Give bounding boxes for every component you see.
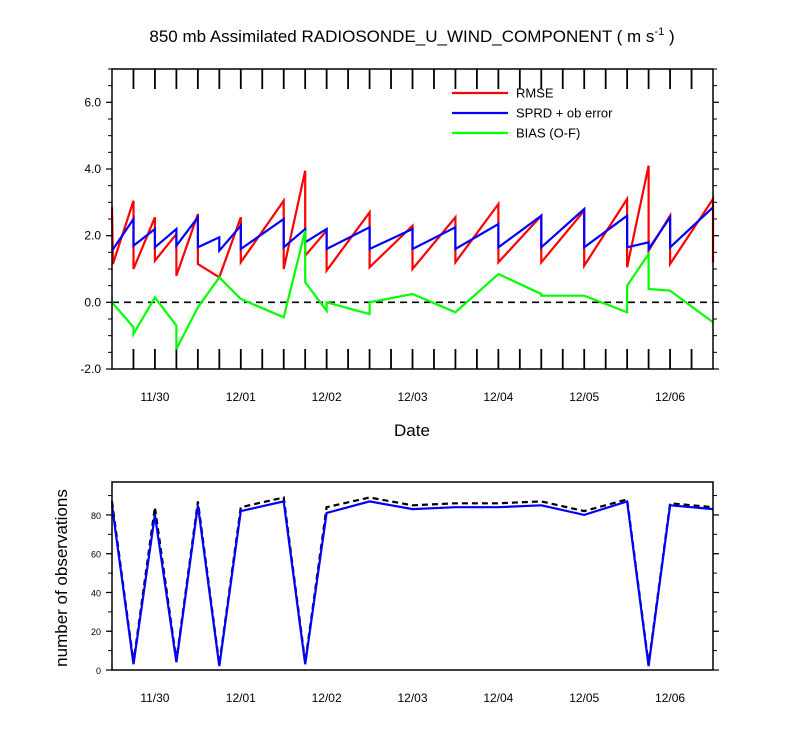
plot-frame xyxy=(111,481,714,671)
series-possible-observations xyxy=(110,496,714,665)
y-tick-label: 20 xyxy=(91,627,101,637)
x-tick-label: 12/05 xyxy=(569,390,599,404)
bottom-plot: 0 20 40 60 80 11/30 12/01 12/02 12/03 12/04 12/05 1… xyxy=(91,481,719,705)
series-bias-o-f xyxy=(111,230,714,350)
y-tick-label: 60 xyxy=(91,550,101,560)
x-tick-label: 12/06 xyxy=(655,691,685,705)
x-tick-label: 12/01 xyxy=(226,390,256,404)
x-tick-label: 11/30 xyxy=(140,390,169,404)
y-tick-label: 0.0 xyxy=(84,295,101,309)
x-tick-label: 12/03 xyxy=(397,390,427,404)
y-tick-label: 6.0 xyxy=(84,95,101,109)
y-tick-label: -2.0 xyxy=(80,362,101,376)
y-tick-label: 40 xyxy=(91,588,101,598)
y-tick-label: 2.0 xyxy=(84,229,101,243)
x-tick-label: 11/30 xyxy=(140,691,169,705)
x-tick-label: 12/04 xyxy=(483,691,513,705)
x-tick-label: 12/02 xyxy=(312,390,342,404)
x-tick-label: 12/04 xyxy=(483,390,513,404)
series-rmse xyxy=(110,165,715,279)
x-tick-label: 12/03 xyxy=(397,691,427,705)
top-legend: RMSE SPRD + ob error BIAS (O-F) xyxy=(452,86,613,141)
axis-ticks: -2.0 0.0 2.0 4.0 6.0 xyxy=(80,68,719,376)
axis-ticks: 0 20 40 60 80 xyxy=(91,495,719,676)
series-assimilated-observations xyxy=(110,499,714,667)
x-tick-label: 12/05 xyxy=(569,691,599,705)
y-tick-label: 80 xyxy=(91,511,101,521)
legend-label: RMSE xyxy=(516,86,554,101)
legend-label: BIAS (O-F) xyxy=(516,126,580,141)
series-sprd-ob-error xyxy=(111,206,714,254)
x-axis-title: Date xyxy=(394,421,430,440)
x-tick-label: 12/06 xyxy=(655,390,685,404)
x-tick-label: 12/01 xyxy=(226,691,256,705)
x-tick-label: 12/02 xyxy=(312,691,342,705)
y-axis-title-bottom: number of observations xyxy=(52,489,71,667)
plot-frame xyxy=(111,68,714,370)
y-tick-label: 4.0 xyxy=(84,162,101,176)
y-tick-label: 0 xyxy=(96,666,101,676)
legend-label: SPRD + ob error xyxy=(516,106,613,121)
chart-title: 850 mb Assimilated RADIOSONDE_U_WIND_COM… xyxy=(149,26,674,46)
top-plot: -2.0 0.0 2.0 4.0 6.0 11/30 12/01 12/02 12/03 12/0… xyxy=(80,68,719,404)
